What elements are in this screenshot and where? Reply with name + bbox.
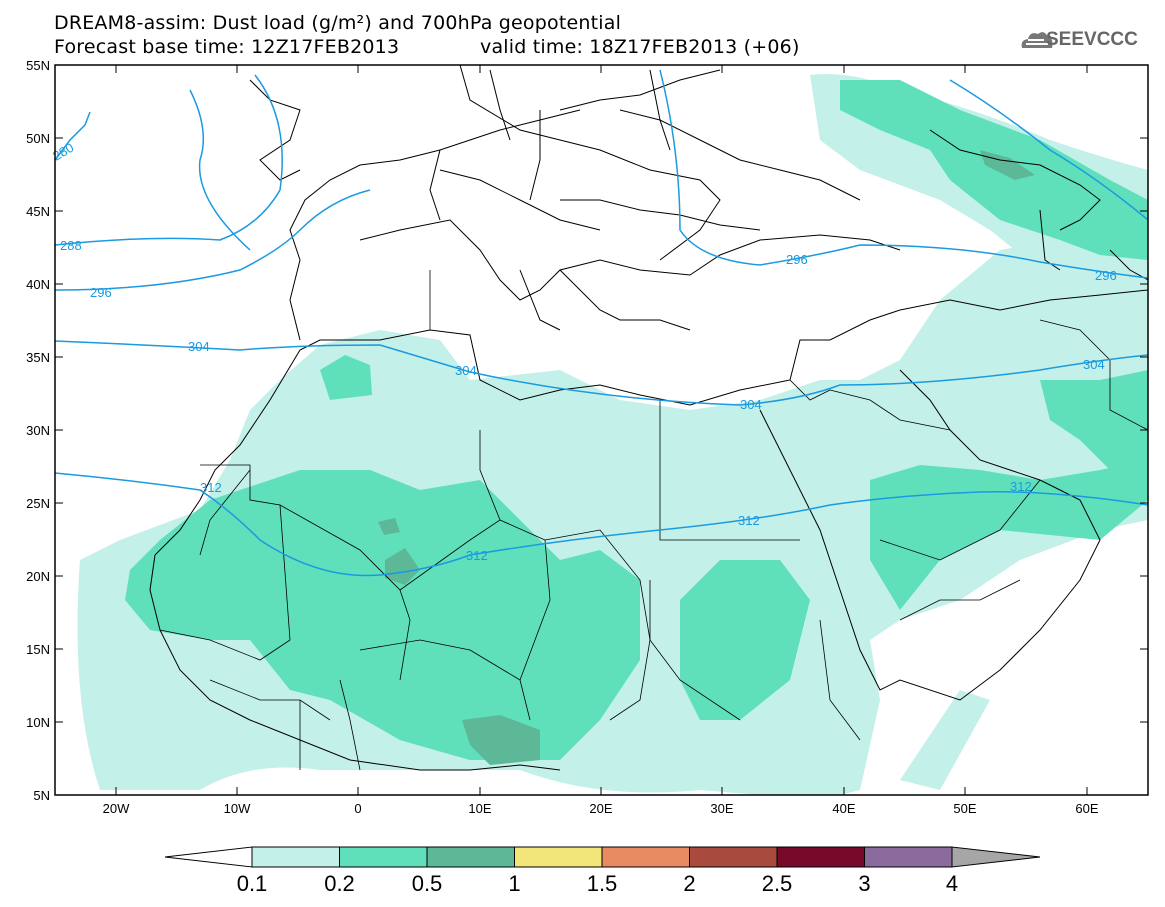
colorbar-swatch (426, 846, 515, 868)
y-tick-label: 15N (26, 642, 50, 657)
contour-label: 312 (738, 513, 760, 528)
colorbar-swatch (251, 846, 340, 868)
colorbar-swatch (514, 846, 603, 868)
dust-region-medium-gulf (1040, 370, 1148, 470)
contour-labels: 280 288 296 304 304 304 312 312 312 296 … (50, 140, 1117, 563)
colorbar-label: 1.5 (587, 871, 618, 896)
x-tick-label: 50E (953, 801, 976, 816)
x-tick-label: 10W (224, 801, 251, 816)
contour-label: 304 (1083, 357, 1105, 372)
y-tick-label: 50N (26, 131, 50, 146)
y-tick-label: 55N (26, 58, 50, 73)
logo-text: SEEVCCC (1046, 29, 1138, 50)
cloud-logo-icon (1021, 32, 1053, 48)
colorbar-swatch (601, 846, 690, 868)
dust-region-light-se (900, 690, 990, 790)
contour-label: 312 (1010, 479, 1032, 494)
colorbar: 0.1 0.2 0.5 1 1.5 2 2.5 3 4 (164, 846, 1041, 896)
colorbar-swatch (339, 846, 428, 868)
dust-region-dense-4 (980, 150, 1035, 180)
contour-label: 304 (188, 339, 210, 354)
contour-label: 296 (786, 252, 808, 267)
dust-region-dense-3 (378, 518, 400, 535)
dust-region-dense-1 (385, 548, 420, 585)
x-tick-label: 30E (710, 801, 733, 816)
colorbar-label: 0.5 (412, 871, 443, 896)
dust-region-medium-west (125, 470, 640, 760)
forecast-base-time: Forecast base time: 12Z17FEB2013 (54, 36, 400, 58)
dust-region-medium-kaz (840, 80, 1148, 260)
x-axis-labels: 20W 10W 0 10E 20E 30E 40E 50E 60E (103, 801, 1099, 816)
colorbar-swatch (864, 846, 953, 868)
axis-ticks (55, 64, 1148, 795)
colorbar-label: 0.1 (237, 871, 268, 896)
colorbar-label: 4 (946, 871, 958, 896)
colorbar-label: 0.2 (324, 871, 355, 896)
contour-label: 304 (455, 363, 477, 378)
colorbar-label: 1 (508, 871, 520, 896)
coastlines (149, 65, 1148, 771)
y-tick-label: 35N (26, 350, 50, 365)
x-tick-label: 60E (1075, 801, 1098, 816)
contour-label: 312 (466, 548, 488, 563)
contour-label: 312 (200, 480, 222, 495)
contour-label: 280 (50, 140, 76, 164)
dust-region-medium-morocco (320, 355, 372, 400)
map-title: DREAM8-assim: Dust load (g/m²) and 700hP… (54, 12, 622, 34)
x-tick-label: 20E (589, 801, 612, 816)
colorbar-label: 3 (858, 871, 870, 896)
dust-region-medium-arabia (870, 460, 1148, 610)
y-tick-label: 40N (26, 277, 50, 292)
y-tick-label: 5N (33, 788, 50, 803)
x-tick-label: 0 (354, 801, 361, 816)
contour-label: 296 (1095, 268, 1117, 283)
x-tick-label: 20W (103, 801, 130, 816)
contour-label: 296 (90, 285, 112, 300)
colorbar-label: 2.5 (762, 871, 793, 896)
x-tick-label: 40E (832, 801, 855, 816)
contour-label: 288 (60, 238, 82, 253)
y-tick-label: 10N (26, 715, 50, 730)
valid-time: valid time: 18Z17FEB2013 (+06) (480, 36, 800, 58)
geopotential-contours (55, 69, 1148, 577)
borders (159, 270, 1148, 771)
dust-field (77, 74, 1148, 795)
y-axis-labels: 55N 50N 45N 40N 35N 30N 25N 20N 15N 10N … (26, 58, 50, 803)
colorbar-low-arrow (164, 846, 253, 868)
y-tick-label: 30N (26, 423, 50, 438)
dust-region-medium-east (680, 560, 810, 720)
y-tick-label: 45N (26, 204, 50, 219)
colorbar-high-arrow (951, 846, 1041, 868)
colorbar-label: 2 (683, 871, 695, 896)
dust-region-dense-2 (462, 715, 540, 765)
colorbar-swatch (776, 846, 865, 868)
y-tick-label: 25N (26, 496, 50, 511)
x-tick-label: 10E (468, 801, 491, 816)
colorbar-swatch (689, 846, 778, 868)
y-tick-label: 20N (26, 569, 50, 584)
contour-label: 304 (740, 397, 762, 412)
